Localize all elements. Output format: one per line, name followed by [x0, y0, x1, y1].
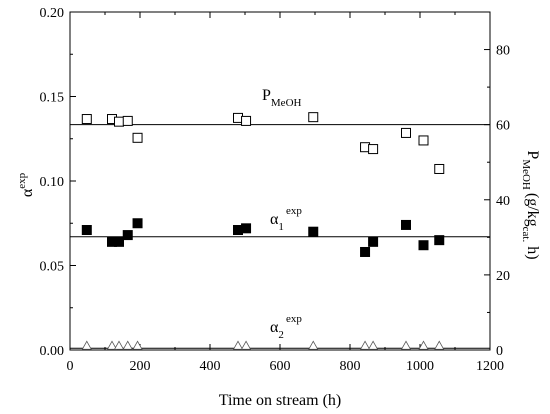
open-triangle-point: [359, 340, 371, 350]
open-triangle-point: [81, 340, 92, 350]
annotation-sub: MeOH: [271, 97, 302, 109]
plot-frame: [69, 11, 491, 351]
annotation-label: PMeOH: [262, 87, 302, 109]
annotation-main: α: [270, 211, 279, 228]
y-left-tick-label: 0.15: [40, 91, 65, 106]
x-tick-label: 600: [270, 359, 291, 374]
y-right-tick-label: 40: [496, 194, 510, 209]
open-triangle-point: [122, 340, 133, 350]
y-axis-left-label-sup: exp: [16, 172, 28, 188]
open-triangle-point: [240, 340, 252, 350]
open-square-point: [401, 127, 411, 138]
annotation-main: P: [262, 87, 271, 104]
y-left-tick-label: 0.10: [40, 175, 65, 190]
filled-square-point: [368, 236, 379, 247]
open-triangle-point: [106, 340, 118, 350]
open-triangle-point: [232, 340, 244, 350]
data-marks: [81, 112, 445, 350]
open-triangle-point: [132, 340, 143, 350]
filled-square-point: [360, 246, 371, 257]
open-square-point: [241, 115, 252, 126]
y-left-tick-label: 0.05: [40, 260, 65, 275]
filled-square-point: [122, 230, 133, 241]
chart-labels: Time on stream (h) αexp PMeOH(g/kgcat.h)…: [16, 87, 541, 409]
x-tick-label: 800: [340, 359, 361, 374]
y-axis-right-label-unit-end: h): [524, 246, 541, 259]
filled-square-point: [308, 226, 319, 237]
filled-square-point: [434, 235, 445, 246]
open-square-point: [418, 135, 429, 146]
x-axis-label: Time on stream (h): [219, 392, 342, 409]
annotation-sup: exp: [286, 205, 302, 217]
open-triangle-point: [400, 340, 412, 350]
y-axis-right-label-unit-sub: cat.: [520, 227, 532, 243]
filled-square-point: [401, 219, 411, 230]
annotation-sub: 1: [278, 221, 284, 233]
annotation-label: α1: [270, 211, 284, 233]
open-square-point: [368, 144, 379, 155]
open-triangle-point: [434, 340, 445, 350]
annotation-sup: exp: [286, 313, 302, 325]
filled-square-point: [418, 240, 429, 251]
open-square-point: [132, 132, 143, 143]
y-axis-left-label-main: α: [19, 188, 36, 197]
open-square-point: [434, 163, 445, 174]
open-square-point: [114, 116, 124, 127]
open-square-point: [81, 114, 92, 125]
open-square-point: [308, 112, 319, 123]
annotation-sub: 2: [278, 329, 284, 341]
x-tick-label: 1200: [476, 359, 504, 374]
open-triangle-point: [308, 340, 319, 350]
y-right-tick-label: 20: [496, 269, 510, 284]
y-right-tick-label: 80: [496, 44, 510, 59]
filled-square-point: [241, 223, 252, 234]
open-triangle-point: [367, 340, 379, 350]
open-triangle-point: [418, 340, 429, 350]
x-tick-label: 400: [200, 359, 221, 374]
axes: 0 200 400 600 800 1000 12000.000.050.100.150.2…: [40, 6, 511, 374]
filled-square-point: [132, 218, 143, 229]
y-left-tick-label: 0.20: [40, 6, 65, 21]
y-axis-left-label: αexp: [16, 172, 36, 197]
y-axis-right-label-sub: MeOH: [520, 159, 532, 190]
filled-square-point: [114, 236, 124, 247]
y-axis-right-label-unit: (g/kg: [524, 193, 541, 227]
annotation-label: α2: [270, 319, 284, 341]
y-right-tick-label: 60: [496, 119, 510, 134]
x-tick-label: 1000: [406, 359, 434, 374]
open-triangle-point: [113, 340, 125, 350]
annotation-main: α: [270, 319, 279, 336]
open-square-point: [122, 115, 133, 126]
y-axis-right-label-main: P: [524, 150, 541, 159]
reference-lines: [70, 124, 490, 349]
x-tick-label: 200: [130, 359, 151, 374]
x-tick-label: 0: [67, 359, 74, 374]
y-left-tick-label: 0.00: [40, 344, 65, 359]
y-axis-right-label: PMeOH (g/kgcat. h): [520, 150, 541, 259]
y-right-tick-label: 0: [496, 344, 503, 359]
filled-square-point: [81, 225, 92, 236]
